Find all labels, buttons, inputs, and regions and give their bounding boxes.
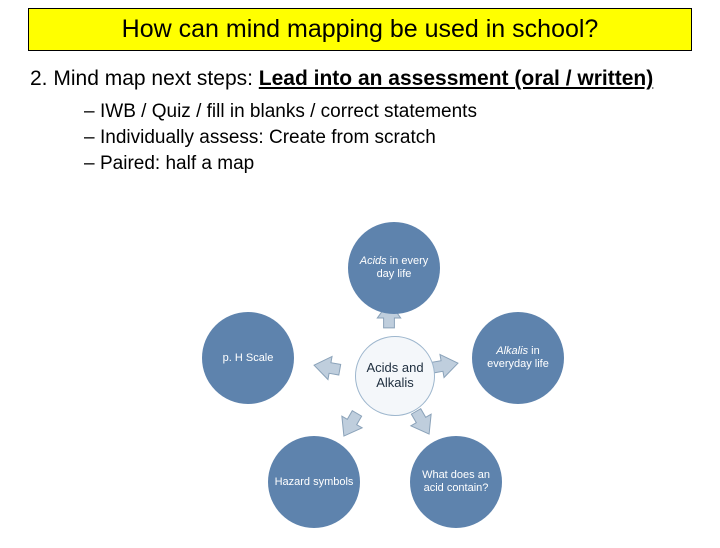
list-item-2: 2. Mind map next steps: Lead into an ass… (30, 65, 690, 93)
outer-node-right: Alkalis in everyday life (472, 312, 564, 404)
list-item: Paired: half a map (84, 151, 690, 177)
item-prefix: Mind map next steps: (53, 67, 258, 90)
node-label: Alkalis in everyday life (478, 345, 558, 370)
radial-diagram: Acids and Alkalis Acids in every day lif… (160, 218, 600, 538)
node-label: Hazard symbols (275, 476, 354, 489)
item-emphasis: Lead into an assessment (oral / written) (259, 67, 653, 90)
outer-node-brght: What does an acid contain? (410, 436, 502, 528)
center-node: Acids and Alkalis (355, 336, 435, 416)
node-label: What does an acid contain? (416, 469, 496, 494)
title-banner: How can mind mapping be used in school? (28, 8, 692, 51)
node-label: p. H Scale (223, 352, 274, 365)
center-node-label: Acids and Alkalis (362, 361, 428, 391)
outer-node-bleft: Hazard symbols (268, 436, 360, 528)
sub-bullet-list: IWB / Quiz / fill in blanks / correct st… (84, 99, 690, 176)
page-title: How can mind mapping be used in school? (41, 15, 679, 44)
list-item: IWB / Quiz / fill in blanks / correct st… (84, 99, 690, 125)
node-label: Acids in every day life (354, 255, 434, 280)
outer-node-left: p. H Scale (202, 312, 294, 404)
item-number: 2. (30, 67, 48, 90)
list-item: Individually assess: Create from scratch (84, 125, 690, 151)
content-block: 2. Mind map next steps: Lead into an ass… (0, 51, 720, 176)
outer-node-top: Acids in every day life (348, 222, 440, 314)
